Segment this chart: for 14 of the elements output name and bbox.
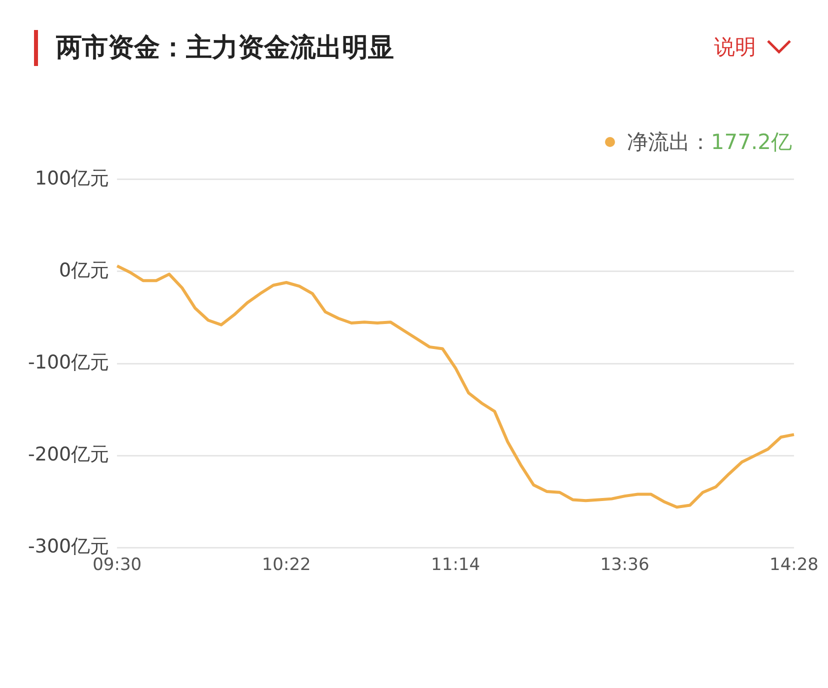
text: 说明: [714, 34, 756, 61]
y-tick-label: 0亿元: [59, 259, 110, 282]
x-tick-label: 10:22: [262, 555, 311, 576]
y-tick-label: 100亿元: [34, 167, 110, 190]
y-tick-label: -200亿元: [28, 443, 110, 466]
text: 177.2亿: [710, 129, 792, 156]
x-tick-label: 13:36: [600, 555, 650, 576]
legend-label: 净流出：: [626, 129, 711, 156]
y-tick-label: -300亿元: [28, 536, 110, 558]
y-tick-label: -100亿元: [28, 351, 110, 374]
x-tick-label: 11:14: [431, 555, 480, 576]
x-tick-label: 09:30: [92, 555, 142, 576]
chart-title: 两市资金：主力资金流出明显: [34, 30, 394, 66]
x-tick-label: 14:28: [770, 555, 818, 576]
